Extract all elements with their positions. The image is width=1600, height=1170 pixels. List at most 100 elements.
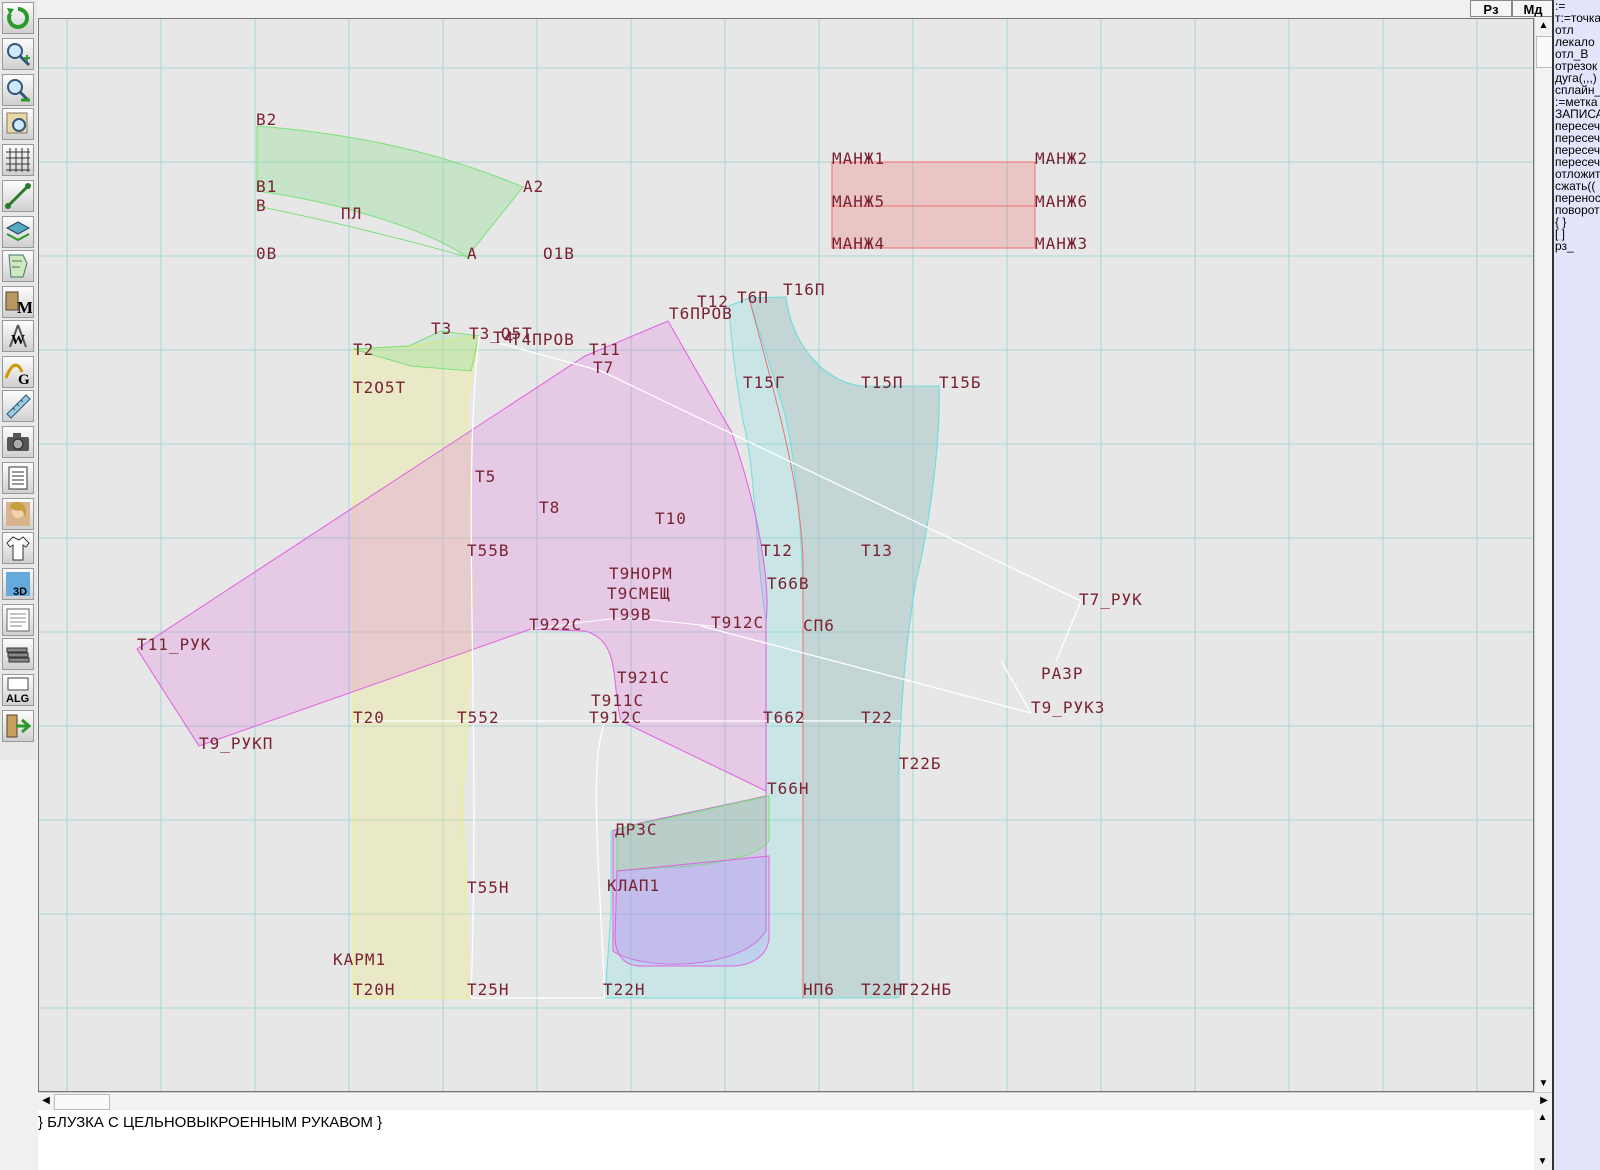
point-label[interactable]: НП6 (803, 980, 835, 999)
point-label[interactable]: МАНЖ6 (1035, 192, 1088, 211)
command-item[interactable]: лекало (1555, 35, 1595, 49)
point-label[interactable]: Т22Н (603, 980, 646, 999)
canvas-horizontal-scrollbar[interactable]: ◀ ▶ (38, 1092, 1552, 1110)
point-label[interactable]: Т22Б (899, 754, 942, 773)
horizontal-scroll-thumb[interactable] (54, 1094, 110, 1110)
point-label[interactable]: Т9_РУК3 (1031, 698, 1105, 717)
command-item[interactable]: [ ] (1555, 227, 1566, 241)
ruler-tool-button[interactable] (2, 390, 34, 422)
point-label[interactable]: Т4ПРОВ (511, 330, 575, 349)
text-scroll-down-icon[interactable]: ▼ (1537, 1156, 1548, 1167)
command-item[interactable]: пересеч (1555, 131, 1600, 145)
pocket-flap-piece[interactable] (616, 795, 770, 872)
point-label[interactable]: Т3_О5Т (469, 324, 533, 343)
command-item[interactable]: рз_ (1555, 239, 1574, 253)
point-label[interactable]: Т55В (467, 541, 510, 560)
point-label[interactable]: Т22Н (861, 980, 904, 999)
command-item[interactable]: пересеч (1555, 155, 1600, 169)
command-item[interactable]: отложит (1555, 167, 1600, 181)
point-label[interactable]: Т20 (353, 708, 385, 727)
point-label[interactable]: ПЛ (341, 204, 362, 223)
point-label[interactable]: Т8 (539, 498, 560, 517)
command-item[interactable]: поворот (1555, 203, 1600, 217)
scroll-up-arrow-icon[interactable]: ▲ (1538, 20, 1549, 31)
point-label[interactable]: Т99В (609, 605, 652, 624)
table-tool-button[interactable] (2, 462, 34, 494)
point-label[interactable]: Т2О5Т (353, 378, 406, 397)
point-label[interactable]: МАНЖ5 (832, 192, 885, 211)
point-label[interactable]: Т6ПРОВ (669, 304, 733, 323)
text-scroll-up-icon[interactable]: ▲ (1537, 1112, 1548, 1123)
point-label[interactable]: Т552 (457, 708, 500, 727)
side-panel-piece[interactable] (352, 335, 480, 999)
point-label[interactable]: Т13 (861, 541, 893, 560)
point-label[interactable]: КЛАП1 (607, 876, 660, 895)
command-item[interactable]: :=метка (1555, 95, 1598, 109)
point-label[interactable]: Т912С (589, 708, 642, 727)
grid-tool-button[interactable] (2, 144, 34, 176)
canvas-vertical-scrollbar[interactable]: ▲ ▼ (1534, 18, 1553, 1092)
point-label[interactable]: Т55Н (467, 878, 510, 897)
point-label[interactable]: Т912С (711, 613, 764, 632)
command-item[interactable]: ЗАПИСА (1555, 107, 1600, 121)
algorithm-tool-button[interactable]: ALG (2, 674, 34, 706)
model-photo-tool-button[interactable] (2, 498, 34, 530)
pattern-tool-button[interactable] (2, 250, 34, 282)
point-label[interactable]: Т12 (697, 292, 729, 311)
command-item[interactable]: отл_В (1555, 47, 1589, 61)
command-item[interactable]: { } (1555, 215, 1567, 229)
point-label[interactable]: РАЗР (1041, 664, 1084, 683)
point-label[interactable]: Т921С (617, 668, 670, 687)
point-label[interactable]: Т7 (593, 358, 614, 377)
point-label[interactable]: Т662 (763, 708, 806, 727)
view-3d-tool-button[interactable]: 3D (2, 568, 34, 600)
point-label[interactable]: В2 (256, 110, 277, 129)
point-label[interactable]: 0В (256, 244, 277, 263)
stack-tool-button[interactable] (2, 638, 34, 670)
point-label[interactable]: Т922С (529, 615, 582, 634)
command-item[interactable]: сжать(( (1555, 179, 1596, 193)
point-label[interactable]: Т66Н (767, 779, 810, 798)
vertical-scroll-thumb[interactable] (1536, 36, 1553, 68)
refresh-tool-button[interactable] (2, 2, 34, 34)
point-label[interactable]: Т2 (353, 340, 374, 359)
rz-button[interactable]: Рз (1470, 0, 1512, 17)
point-label[interactable]: Т12 (761, 541, 793, 560)
point-label[interactable]: Т3 (431, 319, 452, 338)
text-scrollbar[interactable]: ▲ ▼ (1534, 1110, 1552, 1170)
point-label[interactable]: СП6 (803, 616, 835, 635)
layers-tool-button[interactable] (2, 216, 34, 248)
scroll-left-arrow-icon[interactable]: ◀ (42, 1095, 50, 1106)
command-item[interactable]: дуга(,,,) (1555, 71, 1597, 85)
scroll-right-arrow-icon[interactable]: ▶ (1540, 1095, 1548, 1106)
command-list[interactable]: := т:=точка отл лекало отл_В отрезок дуга(,,,)… (1552, 0, 1600, 1170)
point-label[interactable]: О1В (543, 244, 575, 263)
point-label[interactable]: В1 (256, 177, 277, 196)
point-label[interactable]: Т10 (655, 509, 687, 528)
point-label[interactable]: Т22НБ (899, 980, 952, 999)
front-sleeve-piece[interactable] (136, 320, 768, 965)
drawing-canvas[interactable]: В2 В1 В 0В ПЛ А2 А О1В МАНЖ1 МАНЖ2 МАНЖ5 МАНЖ6 МАНЖ4… (38, 18, 1534, 1092)
zoom-in-tool-button[interactable] (2, 38, 34, 70)
exit-tool-button[interactable] (2, 710, 34, 742)
point-label[interactable]: Т7_РУК (1079, 590, 1143, 609)
point-label[interactable]: Т20Н (353, 980, 396, 999)
point-label[interactable]: Т66В (767, 574, 810, 593)
command-item[interactable]: отрезок (1555, 59, 1598, 73)
point-label[interactable]: МАНЖ2 (1035, 149, 1088, 168)
point-label[interactable]: МАНЖ1 (832, 149, 885, 168)
point-label[interactable]: А2 (523, 177, 544, 196)
point-label[interactable]: А (467, 244, 478, 263)
curve-g-tool-button[interactable]: G (2, 356, 34, 388)
script-text-area[interactable]: } БЛУЗКА С ЦЕЛЬНОВЫКРОЕННЫМ РУКАВОМ } (38, 1110, 1552, 1170)
collar-piece[interactable] (256, 125, 524, 258)
point-label[interactable]: Т15П (861, 373, 904, 392)
garment-tool-button[interactable] (2, 532, 34, 564)
cuff-piece[interactable] (831, 161, 1036, 249)
point-label[interactable]: Т5 (475, 467, 496, 486)
command-item[interactable]: перенос (1555, 191, 1600, 205)
point-label[interactable]: Т6П (737, 288, 769, 307)
point-label[interactable]: МАНЖ4 (832, 234, 885, 253)
point-label[interactable]: Т16П (783, 280, 826, 299)
point-label[interactable]: Т911С (591, 691, 644, 710)
